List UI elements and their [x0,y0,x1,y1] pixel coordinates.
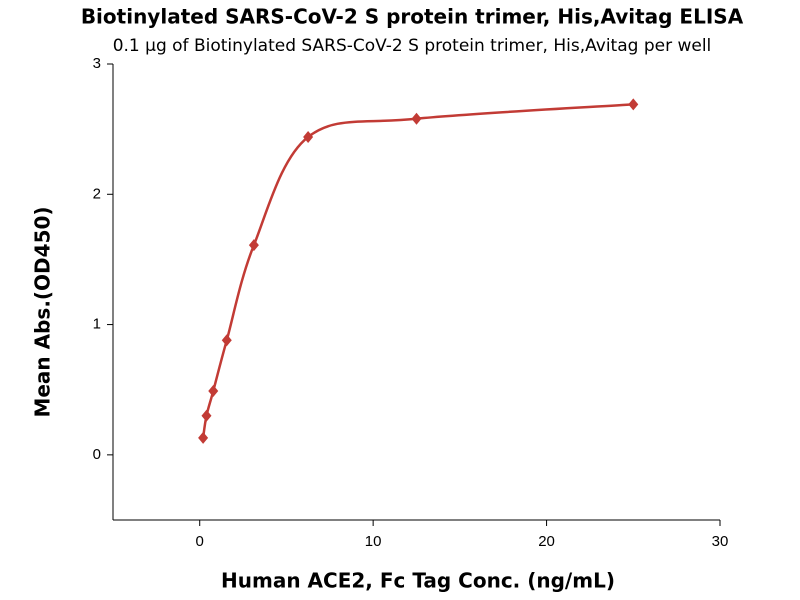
x-tick-label: 30 [712,533,729,550]
y-tick-label: 0 [93,446,101,463]
chart-title: Biotinylated SARS-CoV-2 S protein trimer… [81,5,744,29]
x-tick-label: 0 [196,533,204,550]
y-axis-label: Mean Abs.(OD450) [31,206,55,417]
data-point [628,98,639,111]
data-point [221,334,232,347]
chart-subtitle: 0.1 μg of Biotinylated SARS-CoV-2 S prot… [113,36,712,56]
x-tick-label: 20 [538,533,555,550]
y-tick-label: 3 [93,55,101,72]
y-tick-label: 1 [93,316,101,333]
fit-curve [201,103,634,439]
data-point [198,431,209,444]
data-point [303,130,314,143]
x-tick-label: 10 [365,533,382,550]
data-point [208,385,219,398]
data-point [201,409,212,422]
x-axis-label: Human ACE2, Fc Tag Conc. (ng/mL) [221,569,615,593]
data-point [411,112,422,125]
data-point [248,239,259,252]
y-tick-label: 2 [93,185,101,202]
